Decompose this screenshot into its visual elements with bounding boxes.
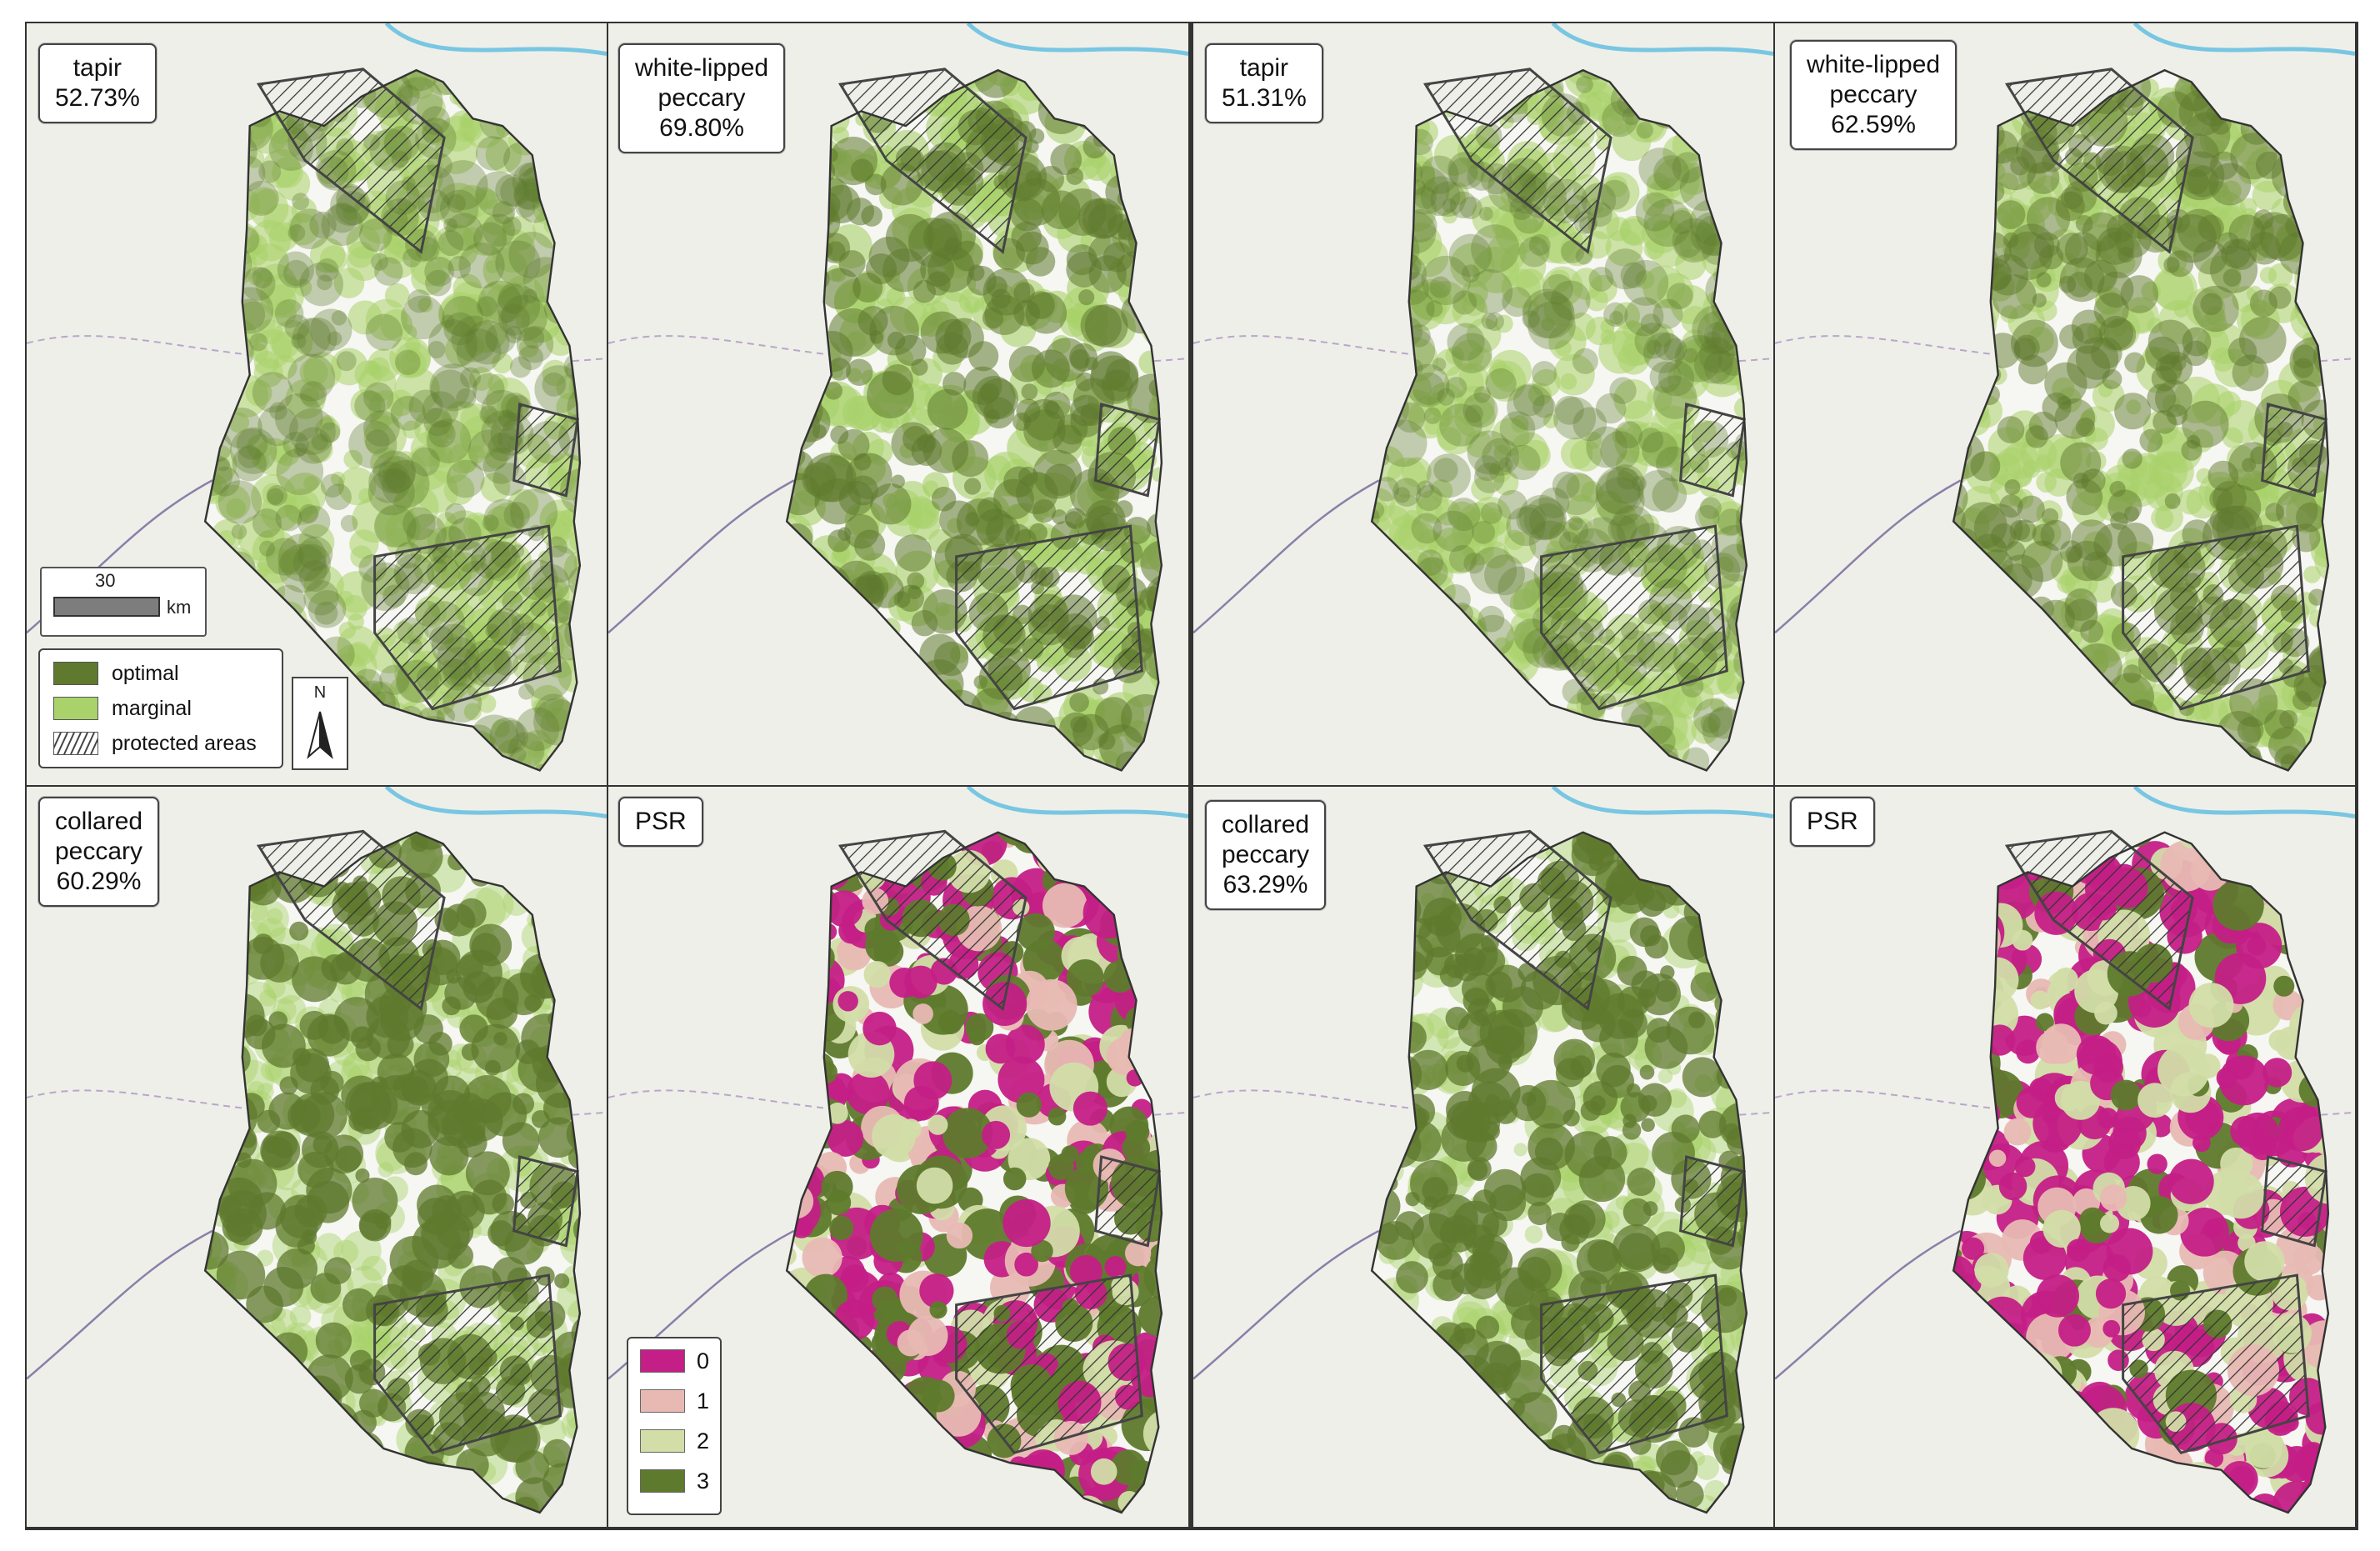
panel-group-right [1192,22,2358,1530]
label-white-lipped-left: white-lipped peccary 69.80% [618,43,786,153]
map-panel-white-lipped-left [608,23,1190,787]
legend-swatch-optimal [53,662,98,685]
label-white-lipped-right: white-lipped peccary 62.59% [1790,40,1958,150]
panel-group-left [25,22,1192,1530]
legend-item-marginal: marginal [53,695,192,722]
psr-swatch-2 [640,1429,685,1453]
map-legend: optimal marginal protected areas [38,648,283,768]
map-panel-white-lipped-right [1775,23,2357,787]
north-arrow-icon [307,711,333,759]
scale-bar: 30 km [40,567,207,637]
map-panel-collared-left [27,787,608,1528]
map-canvas [608,787,1188,1527]
label-tapir-left: tapir 52.73% [38,43,157,123]
scale-bar-graphic [53,597,160,617]
psr-swatch-1 [640,1389,685,1413]
psr-legend-item-0: 0 [640,1348,709,1373]
label-psr-right: PSR [1790,797,1875,847]
scale-bar-unit: km [167,597,192,618]
legend-swatch-hatch [53,732,98,755]
map-canvas [1193,787,1773,1527]
map-panel-psr-left [608,787,1190,1528]
psr-legend-item-1: 1 [640,1388,709,1413]
map-canvas [1775,787,2355,1527]
label-collared-left: collared peccary 60.29% [38,797,160,907]
label-psr-left: PSR [618,797,703,847]
psr-legend-item-2: 2 [640,1428,709,1453]
map-canvas [27,23,607,785]
map-panel-tapir-left [27,23,608,787]
map-canvas [1193,23,1773,785]
map-panel-psr-right [1775,787,2357,1528]
north-label: N [313,683,327,702]
map-panel-tapir-right [1193,23,1775,787]
legend-item-protected-areas: protected areas [53,730,257,757]
map-canvas [27,787,607,1527]
map-panel-collared-right [1193,787,1775,1528]
scale-bar-value: 30 [95,570,116,591]
north-arrow: N [292,677,348,770]
psr-legend: 0 1 2 3 [627,1337,722,1515]
psr-legend-item-3: 3 [640,1468,709,1493]
map-canvas [1775,23,2355,785]
psr-swatch-0 [640,1349,685,1373]
label-collared-right: collared peccary 63.29% [1205,800,1327,910]
legend-item-optimal: optimal [53,660,179,687]
psr-swatch-3 [640,1469,685,1493]
map-canvas [608,23,1188,785]
label-tapir-right: tapir 51.31% [1205,43,1323,123]
legend-swatch-marginal [53,697,98,720]
